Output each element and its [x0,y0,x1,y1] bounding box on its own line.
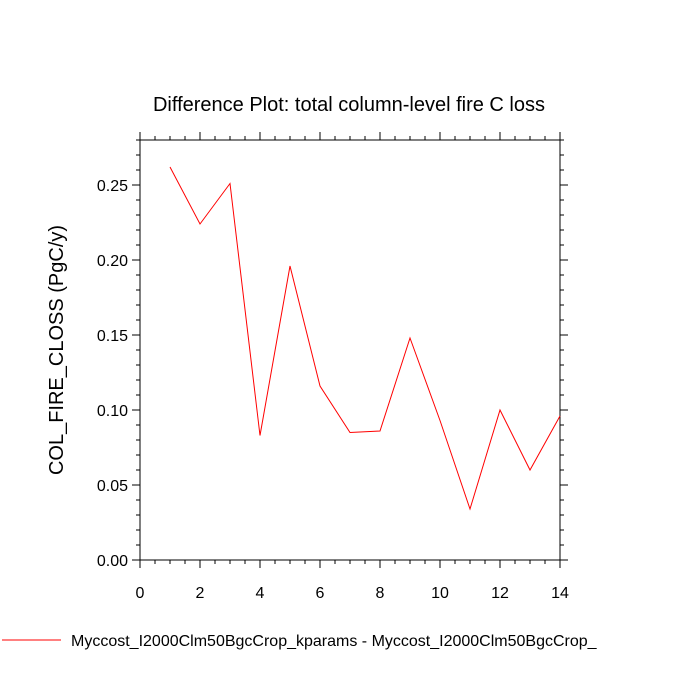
series-layer [169,166,561,511]
y-tick-label: 0.20 [97,253,128,270]
series-line [169,166,561,511]
legend: Myccost_I2000Clm50BgcCrop_kparams - Mycc… [2,633,598,650]
legend-label: Myccost_I2000Clm50BgcCrop_kparams - Mycc… [71,633,598,650]
x-tick-label: 6 [316,585,325,602]
x-tick-label: 8 [376,585,385,602]
x-tick-label: 14 [551,585,569,602]
x-tick-label: 2 [196,585,205,602]
plot-frame [139,139,561,561]
y-tick-label: 0.15 [97,328,128,345]
x-tick-label: 0 [136,585,145,602]
y-tick-label: 0.00 [97,553,128,570]
x-tick-label: 12 [491,585,509,602]
x-tick-label: 10 [431,585,449,602]
y-axis-label: COL_FIRE_CLOSS (PgC/y) [46,225,68,475]
x-tick-label: 4 [256,585,265,602]
y-tick-label: 0.05 [97,478,128,495]
y-tick-label: 0.25 [97,178,128,195]
chart-title: Difference Plot: total column-level fire… [153,94,545,116]
y-tick-label: 0.10 [97,403,128,420]
axis-ticks: 0 2 4 6 8 10 12 14 0.00 0.05 0.10 0.15 0.20 0.25 [97,132,569,602]
